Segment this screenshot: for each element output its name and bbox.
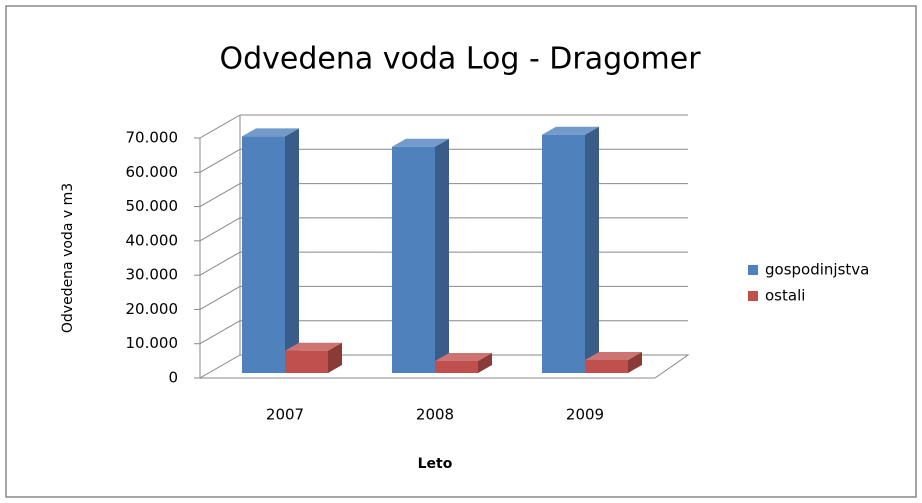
bar-top bbox=[285, 342, 342, 351]
legend-swatch bbox=[748, 291, 758, 301]
x-tick-label: 2009 bbox=[566, 406, 604, 424]
y-tick-label: 50.000 bbox=[126, 197, 179, 215]
grid-line bbox=[199, 183, 241, 208]
bar bbox=[242, 136, 285, 373]
x-axis-label: Leto bbox=[418, 456, 453, 472]
y-tick-label: 0 bbox=[168, 369, 178, 387]
bar-side bbox=[585, 126, 599, 373]
bar-side bbox=[285, 128, 299, 373]
y-axis-label: Odvedena voda v m3 bbox=[60, 183, 76, 333]
grid-line bbox=[199, 148, 241, 173]
legend-label: gospodinjstva bbox=[765, 261, 869, 279]
y-tick-label: 20.000 bbox=[126, 300, 179, 318]
y-tick-label: 30.000 bbox=[126, 266, 179, 284]
bar-top bbox=[585, 351, 642, 360]
bar bbox=[435, 361, 478, 373]
legend-swatch bbox=[748, 265, 758, 275]
y-tick-label: 10.000 bbox=[126, 334, 179, 352]
bar-side bbox=[478, 353, 492, 373]
bar-top bbox=[435, 353, 492, 361]
chart-frame bbox=[5, 5, 917, 498]
bar-side bbox=[435, 138, 449, 373]
bar-side bbox=[628, 351, 642, 373]
grid-line bbox=[199, 285, 241, 310]
y-tick-label: 70.000 bbox=[126, 129, 179, 147]
x-tick-label: 2008 bbox=[416, 406, 454, 424]
grid-line bbox=[199, 320, 241, 345]
x-tick-label: 2007 bbox=[266, 406, 304, 424]
bar-side bbox=[328, 342, 342, 373]
bar bbox=[585, 359, 628, 373]
bar bbox=[392, 146, 435, 373]
y-tick-label: 40.000 bbox=[126, 231, 179, 249]
grid-line bbox=[199, 217, 241, 242]
y-tick-label: 60.000 bbox=[126, 163, 179, 181]
bar-top bbox=[242, 128, 299, 137]
chart-title: Odvedena voda Log - Dragomer bbox=[219, 42, 701, 77]
bar bbox=[285, 350, 328, 373]
legend-label: ostali bbox=[765, 287, 805, 305]
grid-line bbox=[199, 114, 241, 139]
bar-top bbox=[392, 138, 449, 147]
bar bbox=[542, 134, 585, 373]
bar-top bbox=[542, 126, 599, 135]
grid-line bbox=[199, 251, 241, 276]
